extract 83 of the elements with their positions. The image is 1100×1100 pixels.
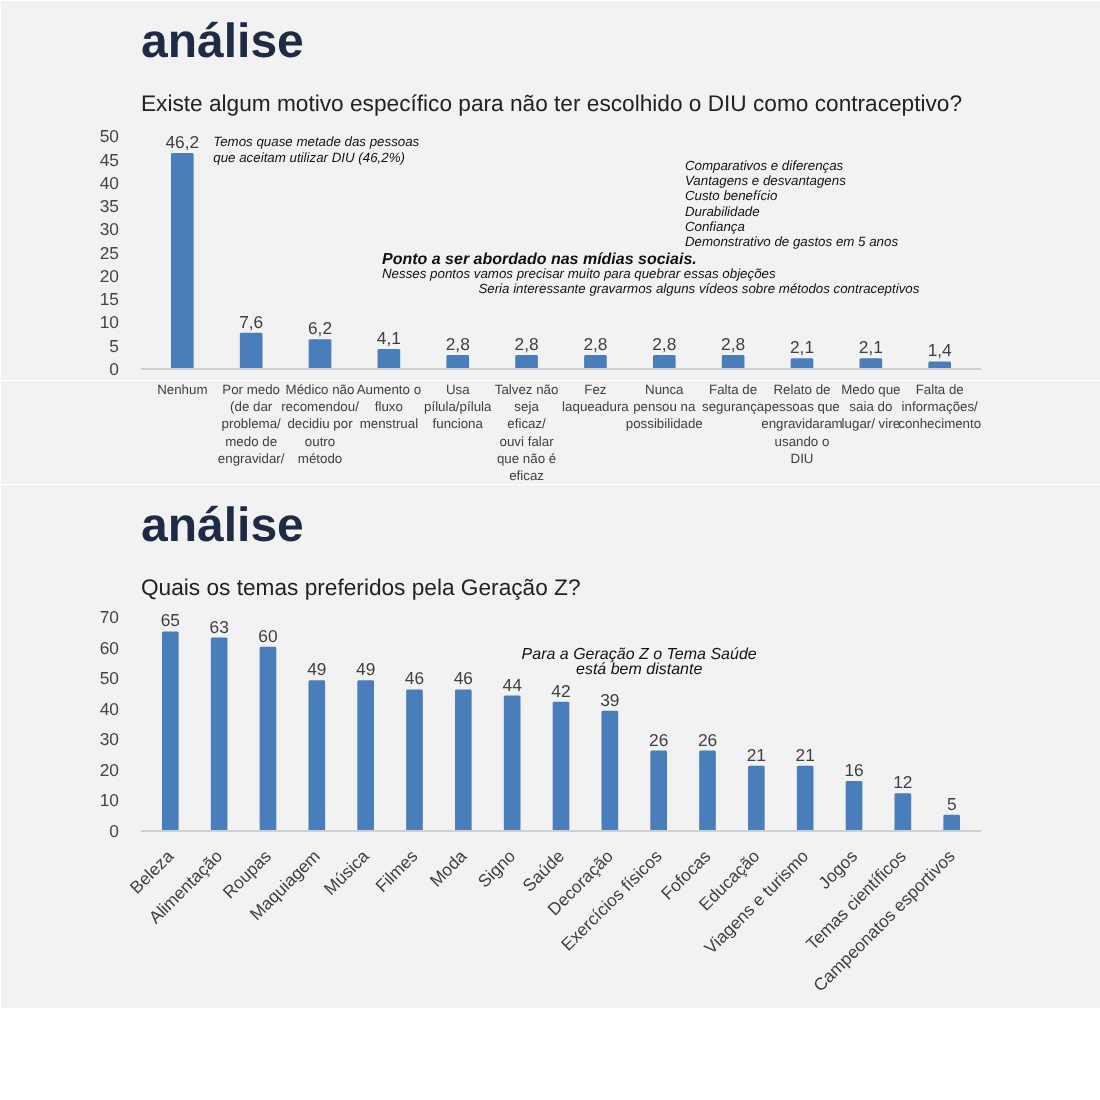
y-tick-label: 70: [99, 607, 120, 628]
data-label: 21: [746, 744, 767, 765]
bar: [446, 354, 470, 369]
data-label: 49: [356, 659, 376, 680]
bar: [161, 631, 179, 831]
bar: [928, 361, 952, 369]
data-label: 46: [404, 668, 425, 689]
data-label: 2,1: [858, 337, 884, 358]
bar: [239, 332, 263, 369]
y-tick-label: 20: [99, 759, 120, 780]
data-label: 21: [795, 744, 816, 765]
bar: [552, 701, 570, 831]
data-label: 4,1: [376, 327, 402, 348]
bar: [170, 152, 194, 369]
bar: [943, 814, 961, 831]
y-tick-label: 40: [99, 698, 120, 719]
data-label: 49: [307, 659, 327, 680]
bar: [894, 793, 912, 831]
data-label: 6,2: [307, 318, 333, 339]
bar: [859, 358, 883, 369]
chart-title: análise: [141, 15, 304, 69]
bar: [455, 689, 472, 831]
y-tick-label: 0: [109, 821, 120, 841]
bar: [748, 765, 765, 831]
y-tick-label: 45: [99, 149, 120, 170]
data-label: 46,2: [165, 131, 200, 152]
data-label: 2,8: [445, 333, 471, 354]
chart-title: análise: [141, 499, 304, 553]
chart-subtitle: Quais os temas preferidos pela Geração Z?: [141, 577, 581, 601]
data-label: 26: [649, 729, 669, 750]
data-label: 2,8: [514, 333, 539, 354]
bar: [584, 354, 607, 369]
y-tick-label: 15: [99, 289, 120, 310]
y-tick-label: 10: [99, 312, 120, 333]
annotation: Ponto a ser abordado nas mídias sociais.: [381, 250, 697, 269]
data-label: 16: [844, 760, 865, 781]
bar: [259, 646, 277, 831]
bar: [721, 354, 745, 369]
bar: [515, 354, 538, 369]
bar: [601, 710, 619, 831]
y-tick-label: 30: [99, 729, 120, 750]
bar: [796, 765, 814, 831]
bar: [652, 354, 676, 369]
data-label: 12: [893, 772, 913, 793]
data-label: 44: [502, 674, 523, 695]
annotation: Para a Geração Z o Tema Saúde está bem distante: [521, 644, 758, 678]
data-label: 1,4: [927, 340, 953, 361]
data-label: 26: [697, 729, 718, 750]
data-label: 2,8: [721, 333, 746, 354]
data-label: 2,8: [652, 333, 677, 354]
bar: [699, 750, 716, 831]
data-label: 63: [209, 616, 230, 637]
bar: [845, 781, 863, 831]
bar: [503, 695, 521, 831]
bar: [377, 348, 401, 369]
bar: [357, 680, 374, 831]
data-label: 7,6: [239, 311, 264, 332]
data-label: 39: [600, 689, 620, 710]
y-tick-label: 0: [109, 359, 120, 379]
data-label: 42: [551, 680, 571, 701]
data-label: 60: [258, 625, 278, 646]
chart-subtitle: Existe algum motivo específico para não ter escolhido o DIU como contraceptivo?: [141, 93, 963, 117]
y-tick-label: 50: [99, 668, 120, 689]
y-tick-label: 50: [99, 126, 120, 147]
bar: [650, 750, 667, 831]
bar: [308, 680, 326, 831]
y-tick-label: 10: [99, 790, 120, 811]
data-label: 5: [946, 793, 957, 814]
y-tick-label: 60: [99, 637, 120, 658]
bar: [308, 339, 332, 369]
y-tick-label: 30: [99, 219, 120, 240]
bar: [406, 689, 423, 831]
bar: [210, 637, 228, 831]
bar: [790, 358, 814, 369]
data-label: 46: [453, 668, 474, 689]
y-tick-label: 40: [99, 172, 120, 193]
y-tick-label: 20: [99, 265, 120, 286]
data-label: 65: [160, 610, 181, 631]
y-tick-label: 25: [99, 242, 120, 263]
data-label: 2,8: [583, 333, 608, 354]
y-tick-label: 35: [99, 196, 120, 217]
y-tick-label: 5: [109, 335, 120, 356]
data-label: 2,1: [789, 337, 815, 358]
